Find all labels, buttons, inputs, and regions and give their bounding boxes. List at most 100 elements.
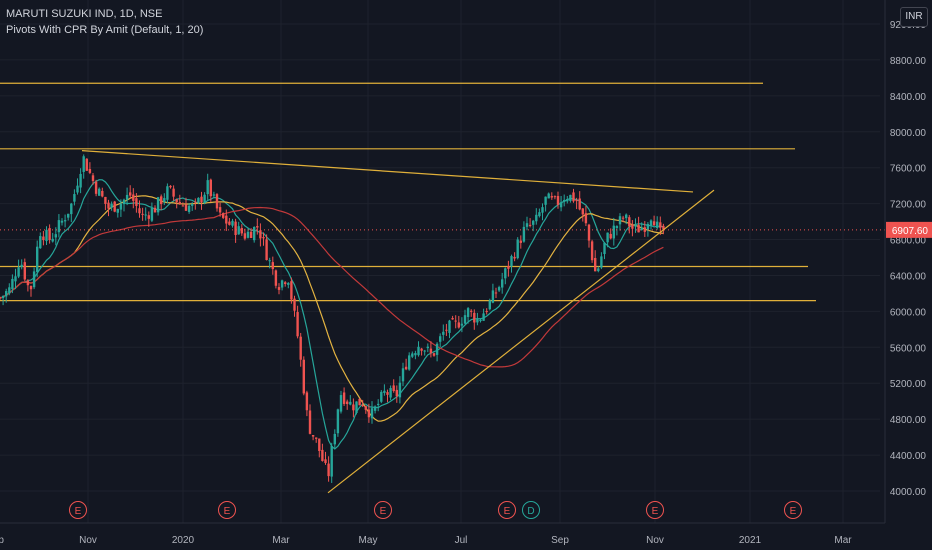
candle-body <box>380 391 383 402</box>
symbol-title[interactable]: MARUTI SUZUKI IND, 1D, NSE <box>6 8 163 20</box>
earnings-marker[interactable] <box>498 501 516 519</box>
candle-body <box>82 156 85 172</box>
candle-body <box>656 221 659 228</box>
candle-body <box>420 348 423 351</box>
candle-body <box>612 225 615 239</box>
candle-body <box>652 221 656 226</box>
candle-body <box>550 196 553 198</box>
candle-body <box>101 190 104 197</box>
candle-body <box>349 401 352 405</box>
candle-body <box>426 346 429 349</box>
candle-body <box>637 224 640 233</box>
trendline <box>81 150 694 193</box>
price-axis[interactable]: 9200.008800.008400.008000.007600.007200.… <box>884 0 932 550</box>
candle-body <box>234 221 237 236</box>
earnings-marker[interactable] <box>374 501 392 519</box>
candle-body <box>556 196 560 205</box>
candle-body <box>494 292 498 294</box>
candle-body <box>408 355 411 370</box>
candle-body <box>178 202 181 205</box>
candle-body <box>280 280 284 288</box>
earnings-marker[interactable] <box>784 501 802 519</box>
candle-body <box>132 194 135 201</box>
candle-body <box>594 257 597 272</box>
candle-body <box>175 199 178 203</box>
price-tick-label: 4400.00 <box>890 451 927 462</box>
candle-body <box>346 401 349 405</box>
candle-body <box>532 220 535 225</box>
candle-body <box>454 320 457 322</box>
candle-body <box>404 366 408 370</box>
candle-body <box>218 207 222 213</box>
candle-body <box>305 392 309 411</box>
earnings-marker[interactable] <box>218 501 236 519</box>
indicator-title[interactable]: Pivots With CPR By Amit (Default, 1, 20) <box>6 24 204 36</box>
dividend-marker[interactable] <box>522 501 540 519</box>
trendlines <box>81 150 715 494</box>
candle-body <box>240 228 243 234</box>
candle-body <box>621 217 625 219</box>
candle-body <box>491 290 495 303</box>
candle-body <box>194 201 197 203</box>
candle-body <box>445 329 448 331</box>
time-tick-label: Sep <box>0 535 4 546</box>
candle-body <box>119 203 123 210</box>
candle-body <box>308 410 312 434</box>
candle-body <box>339 395 343 412</box>
candle-body <box>584 213 588 224</box>
candle-body <box>85 158 88 171</box>
candle-body <box>398 382 402 398</box>
currency-label[interactable]: INR <box>900 7 928 27</box>
candle-body <box>253 226 256 241</box>
candle-body <box>367 409 371 418</box>
price-tick-label: 4800.00 <box>890 415 927 426</box>
candle-body <box>14 276 17 282</box>
candle-body <box>45 229 48 242</box>
candle-body <box>482 313 485 321</box>
earnings-marker[interactable] <box>646 501 664 519</box>
candle-body <box>187 205 191 212</box>
candle-body <box>197 197 200 203</box>
horizontal-levels <box>0 82 816 302</box>
candle-body <box>42 236 45 241</box>
candle-body <box>163 198 166 202</box>
candle-body <box>222 213 225 218</box>
candle-body <box>315 437 318 439</box>
candle-body <box>355 401 358 413</box>
time-tick-label: Nov <box>79 535 97 546</box>
candle-body <box>246 231 250 238</box>
candle-body <box>563 199 566 202</box>
time-tick-label: Nov <box>646 535 664 546</box>
candle-body <box>504 268 507 279</box>
event-marker-label: E <box>504 506 511 517</box>
candle-body <box>423 350 426 352</box>
candle-body <box>330 445 333 477</box>
candle-body <box>435 343 439 355</box>
earnings-marker[interactable] <box>69 501 87 519</box>
candle-body <box>293 298 296 311</box>
candle-body <box>333 433 336 445</box>
candle-body <box>181 205 185 207</box>
candle-body <box>268 260 271 262</box>
candle-body <box>274 270 278 286</box>
time-axis[interactable]: Sep Nov 2020 Mar May Jul Sep Nov 2021 Mar <box>0 522 885 546</box>
price-tick-label: 8800.00 <box>890 56 927 67</box>
time-tick-label: Mar <box>272 535 290 546</box>
candle-body <box>559 202 563 208</box>
ma-slow-line <box>0 206 664 368</box>
candle-body <box>138 208 141 214</box>
candle-body <box>36 246 39 272</box>
price-tick-label: 7600.00 <box>890 164 927 175</box>
candle-body <box>466 308 470 317</box>
candle-body <box>631 224 634 229</box>
candle-body <box>473 312 476 323</box>
candle-body <box>135 198 138 206</box>
candle-body <box>116 208 119 213</box>
candle-body <box>63 220 67 222</box>
candle-body <box>169 185 172 188</box>
candle-body <box>401 368 405 382</box>
chart-legend: MARUTI SUZUKI IND, 1D, NSE Pivots With C… <box>6 6 203 38</box>
candle-body <box>262 237 265 239</box>
